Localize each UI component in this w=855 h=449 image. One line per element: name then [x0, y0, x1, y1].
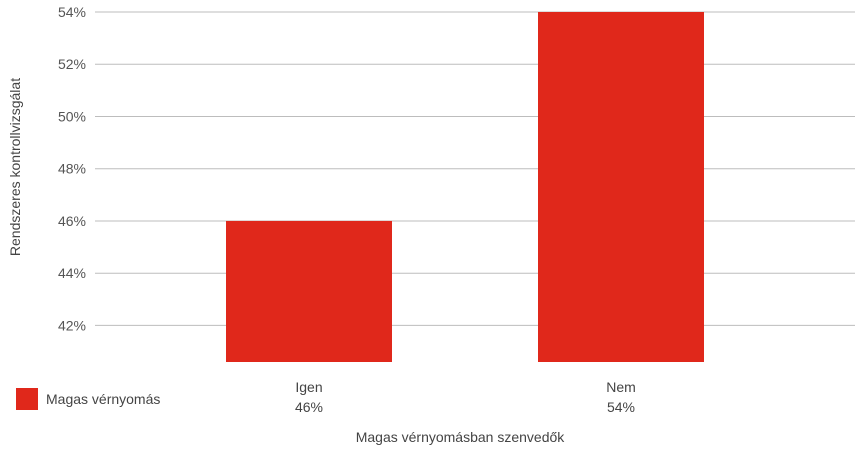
x-axis-title: Magas vérnyomásban szenvedők: [356, 429, 566, 445]
y-axis-ticks: 42% 44% 46% 48% 50% 52% 54%: [58, 4, 86, 333]
y-tick-label: 54%: [58, 4, 86, 20]
y-tick-label: 42%: [58, 317, 86, 333]
gridlines: [95, 11, 855, 326]
y-tick-label: 44%: [58, 265, 86, 281]
bar-value-label: 46%: [295, 399, 323, 415]
legend-label: Magas vérnyomás: [46, 391, 161, 407]
legend: Magas vérnyomás: [16, 388, 160, 410]
bar-nem: [538, 12, 704, 362]
y-tick-label: 46%: [58, 213, 86, 229]
bar-igen: [226, 220, 392, 362]
y-tick-label: 48%: [58, 161, 86, 177]
x-category-label: Igen: [295, 379, 322, 395]
x-axis-categories: Igen 46% Nem 54%: [295, 379, 636, 415]
x-category-label: Nem: [606, 379, 636, 395]
y-tick-label: 52%: [58, 56, 86, 72]
bar-value-label: 54%: [607, 399, 635, 415]
legend-swatch: [16, 388, 38, 410]
bars: [226, 12, 704, 362]
y-tick-label: 50%: [58, 108, 86, 124]
y-axis-title: Rendszeres kontrollvizsgálat: [7, 78, 23, 256]
